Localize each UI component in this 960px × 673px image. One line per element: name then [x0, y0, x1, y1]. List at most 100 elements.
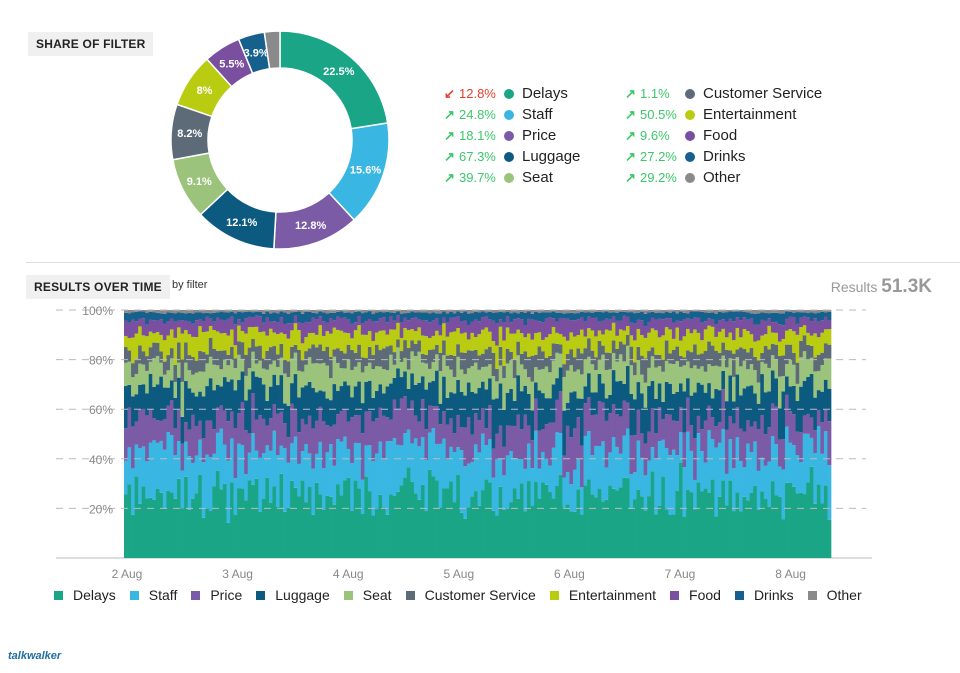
- bar-segment-customer-service: [661, 359, 666, 372]
- bar-segment-other: [169, 310, 174, 313]
- legend-item-staff[interactable]: ↗ 24.8% Staff: [444, 104, 580, 125]
- time-legend-item-price[interactable]: Price: [191, 587, 242, 603]
- legend-color-dot: [504, 172, 514, 183]
- time-legend-item-food[interactable]: Food: [670, 587, 721, 603]
- time-legend-item-luggage[interactable]: Luggage: [256, 587, 330, 603]
- bar-segment-food: [512, 319, 517, 334]
- bar-segment-drinks: [792, 312, 796, 318]
- bar-segment-food: [806, 317, 811, 333]
- bar-segment-customer-service: [127, 350, 132, 362]
- time-legend-item-drinks[interactable]: Drinks: [734, 587, 794, 603]
- time-legend-item-other[interactable]: Other: [807, 587, 862, 603]
- bar-segment-staff: [233, 478, 238, 515]
- bar-segment-delays: [452, 502, 457, 558]
- bar-segment-customer-service: [590, 350, 595, 365]
- bar-segment-luggage: [576, 398, 581, 418]
- bar-segment-other: [297, 310, 302, 312]
- legend-item-entertainment[interactable]: ↗ 50.5% Entertainment: [625, 104, 822, 125]
- bar-segment-delays: [633, 499, 637, 558]
- bar-segment-price: [774, 406, 779, 445]
- bar-segment-luggage: [456, 379, 461, 416]
- bar-segment-other: [353, 310, 358, 312]
- bar-segment-staff: [127, 447, 132, 485]
- bar-segment-customer-service: [647, 351, 652, 368]
- bar-segment-food: [671, 322, 676, 339]
- bar-segment-luggage: [215, 384, 220, 408]
- bar-segment-entertainment: [647, 332, 652, 352]
- bar-segment-staff: [378, 441, 383, 495]
- time-legend-item-delays[interactable]: Delays: [54, 587, 116, 603]
- bar-segment-delays: [820, 503, 825, 558]
- bar-segment-drinks: [477, 312, 482, 322]
- bar-segment-other: [526, 310, 531, 312]
- bar-segment-delays: [799, 492, 804, 558]
- bar-segment-luggage: [406, 388, 411, 409]
- bar-segment-drinks: [413, 312, 418, 318]
- bar-segment-other: [728, 310, 733, 312]
- bar-segment-price: [820, 422, 825, 454]
- bar-segment-food: [145, 324, 150, 337]
- bar-segment-seat: [519, 364, 524, 392]
- legend-item-food[interactable]: ↗ 9.6% Food: [625, 125, 822, 146]
- bar-segment-food: [237, 319, 242, 326]
- bar-segment-luggage: [276, 385, 280, 414]
- bar-segment-luggage: [357, 381, 362, 416]
- bar-segment-staff: [608, 452, 613, 486]
- bar-segment-drinks: [198, 312, 203, 320]
- bar-segment-staff: [332, 465, 337, 505]
- legend-item-customer-service[interactable]: ↗ 1.1% Customer Service: [625, 83, 822, 104]
- bar-segment-luggage: [321, 391, 326, 422]
- bar-segment-seat: [594, 370, 599, 393]
- bar-segment-other: [205, 310, 210, 313]
- bar-segment-food: [442, 317, 447, 324]
- legend-item-drinks[interactable]: ↗ 27.2% Drinks: [625, 146, 822, 167]
- bar-segment-staff: [194, 455, 199, 494]
- change-value: ↗ 9.6%: [625, 127, 670, 144]
- bar-segment-drinks: [774, 312, 779, 322]
- bar-segment-entertainment: [548, 334, 553, 356]
- legend-color-dot: [685, 109, 695, 120]
- legend-item-seat[interactable]: ↗ 39.7% Seat: [444, 167, 580, 188]
- time-legend-item-staff[interactable]: Staff: [129, 587, 177, 603]
- bar-segment-luggage: [346, 385, 351, 422]
- bar-segment-food: [364, 320, 369, 335]
- bar-segment-luggage: [700, 384, 705, 430]
- bar-segment-customer-service: [463, 352, 468, 375]
- bar-segment-luggage: [813, 397, 818, 431]
- x-tick-label: 4 Aug: [333, 567, 364, 581]
- bar-segment-price: [608, 413, 613, 453]
- bar-segment-other: [569, 310, 574, 313]
- bar-segment-price: [148, 409, 153, 443]
- pie-slice-delays[interactable]: [279, 30, 389, 130]
- bar-segment-delays: [279, 473, 284, 558]
- legend-item-price[interactable]: ↗ 18.1% Price: [444, 125, 580, 146]
- bar-segment-delays: [392, 495, 397, 558]
- bar-segment-entertainment: [258, 332, 263, 346]
- bar-segment-customer-service: [265, 350, 270, 370]
- legend-label: Seat: [362, 587, 392, 603]
- bar-segment-food: [477, 321, 482, 335]
- bar-segment-other: [187, 310, 192, 313]
- time-legend-item-entertainment[interactable]: Entertainment: [549, 587, 656, 603]
- time-legend-item-seat[interactable]: Seat: [343, 587, 392, 603]
- bar-segment-food: [491, 320, 496, 342]
- bar-segment-seat: [155, 355, 160, 385]
- bar-segment-customer-service: [587, 338, 591, 357]
- bar-segment-staff: [760, 457, 765, 492]
- bar-segment-other: [572, 310, 577, 314]
- bar-segment-other: [325, 310, 330, 314]
- bar-segment-drinks: [693, 311, 698, 318]
- bar-segment-other: [261, 310, 266, 314]
- legend-item-other[interactable]: ↗ 29.2% Other: [625, 167, 822, 188]
- bar-segment-other: [516, 310, 521, 314]
- by-filter-label[interactable]: by filter: [172, 279, 208, 291]
- bar-segment-entertainment: [608, 330, 613, 353]
- time-legend-item-customer-service[interactable]: Customer Service: [405, 587, 536, 603]
- legend-item-delays[interactable]: ↙ 12.8% Delays: [444, 83, 580, 104]
- legend-item-luggage[interactable]: ↗ 67.3% Luggage: [444, 146, 580, 167]
- bar-segment-price: [728, 415, 733, 440]
- pie-slice-other[interactable]: [263, 30, 281, 70]
- bar-segment-customer-service: [509, 351, 514, 361]
- bar-segment-luggage: [647, 386, 652, 432]
- bar-segment-entertainment: [346, 333, 351, 345]
